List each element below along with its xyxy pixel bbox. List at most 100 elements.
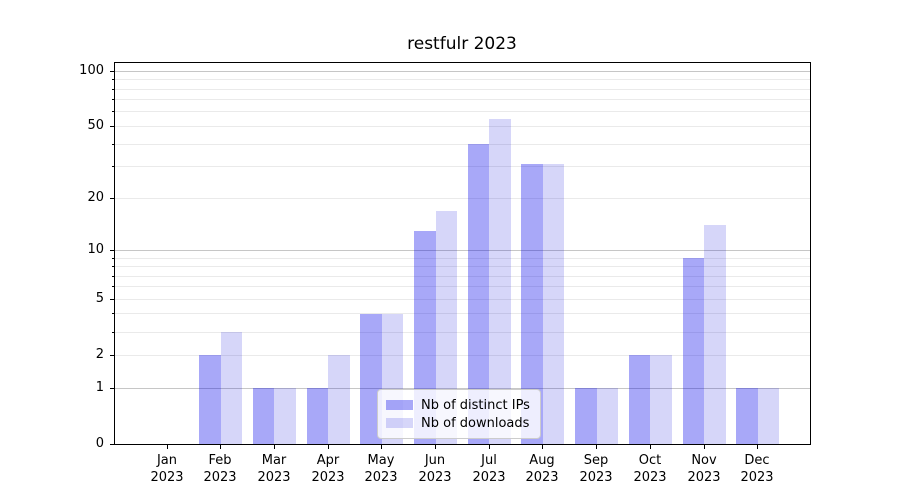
axis-spine-left [114, 62, 115, 445]
x-tick-mark [381, 445, 382, 449]
x-tick-label: Mar 2023 [257, 453, 291, 485]
y-minor-tick-mark [112, 166, 114, 167]
bar-downloads-nov [704, 225, 726, 444]
y-tick-label: 2 [95, 347, 104, 362]
gridline-major [115, 71, 810, 72]
bar-distinct-ips-dec [736, 388, 758, 444]
y-minor-tick-mark [112, 299, 114, 300]
bar-downloads-dec [757, 388, 780, 444]
gridline-minor [115, 89, 810, 90]
axis-spine-right [810, 62, 811, 445]
gridline-minor [115, 332, 810, 333]
x-tick-mark [757, 445, 758, 449]
gridline-minor [115, 126, 810, 127]
x-tick-mark [274, 445, 275, 449]
gridline-minor [115, 166, 810, 167]
bar-downloads-aug [542, 164, 565, 444]
x-tick-label: Jul 2023 [472, 453, 506, 485]
y-minor-tick-mark [112, 198, 114, 199]
y-minor-tick-mark [112, 79, 114, 80]
y-tick-mark [110, 71, 114, 72]
y-tick-label: 1 [95, 380, 104, 395]
legend-label-distinct-ips: Nb of distinct IPs [421, 397, 530, 413]
y-minor-tick-mark [112, 99, 114, 100]
legend-swatch-downloads [386, 418, 413, 428]
y-minor-tick-mark [112, 332, 114, 333]
y-tick-mark [110, 388, 114, 389]
x-tick-mark [489, 445, 490, 449]
gridline-minor [115, 111, 810, 112]
bar-distinct-ips-mar [252, 388, 275, 444]
y-tick-label: 100 [79, 63, 104, 78]
x-tick-label: Sep 2023 [579, 453, 613, 485]
axis-spine-top [114, 62, 810, 63]
gridline-minor [115, 355, 810, 356]
gridline-minor [115, 99, 810, 100]
x-tick-label: Apr 2023 [311, 453, 345, 485]
legend-item-distinct-ips: Nb of distinct IPs [386, 396, 530, 414]
bar-distinct-ips-sep [575, 388, 597, 444]
y-tick-label: 0 [95, 436, 104, 451]
y-tick-label: 5 [95, 291, 104, 306]
x-tick-label: Aug 2023 [525, 453, 559, 485]
chart-title: restfulr 2023 [407, 34, 517, 54]
bar-downloads-oct [650, 355, 672, 444]
y-minor-tick-mark [112, 258, 114, 259]
x-tick-mark [650, 445, 651, 449]
bar-downloads-jul [489, 118, 511, 444]
y-minor-tick-mark [112, 355, 114, 356]
x-tick-label: Oct 2023 [633, 453, 667, 485]
legend: Nb of distinct IPs Nb of downloads [377, 389, 541, 439]
bar-downloads-sep [596, 388, 619, 444]
y-minor-tick-mark [112, 111, 114, 112]
y-minor-tick-mark [112, 313, 114, 314]
bar-downloads-mar [274, 388, 296, 444]
gridline-minor [115, 299, 810, 300]
x-tick-mark [704, 445, 705, 449]
gridline-minor [115, 144, 810, 145]
bar-distinct-ips-aug [521, 164, 543, 444]
x-tick-mark [435, 445, 436, 449]
y-tick-mark [110, 250, 114, 251]
bar-distinct-ips-feb [199, 355, 221, 444]
gridline-minor [115, 276, 810, 277]
gridline-minor [115, 313, 810, 314]
bar-distinct-ips-nov [682, 258, 704, 444]
gridline-major [115, 388, 810, 389]
y-minor-tick-mark [112, 276, 114, 277]
y-minor-tick-mark [112, 286, 114, 287]
y-minor-tick-mark [112, 89, 114, 90]
x-tick-mark [542, 445, 543, 449]
legend-item-downloads: Nb of downloads [386, 414, 530, 432]
gridline-minor [115, 266, 810, 267]
bar-distinct-ips-apr [306, 388, 329, 444]
legend-label-downloads: Nb of downloads [421, 415, 530, 431]
axis-spine-bottom [114, 444, 810, 445]
legend-swatch-distinct-ips [386, 400, 413, 410]
x-tick-mark [596, 445, 597, 449]
x-tick-mark [220, 445, 221, 449]
gridline-minor [115, 286, 810, 287]
gridline-minor [115, 79, 810, 80]
y-tick-mark [110, 444, 114, 445]
y-tick-label: 50 [87, 118, 104, 133]
bar-downloads-jun [435, 210, 457, 444]
y-minor-tick-mark [112, 266, 114, 267]
plot-area: Nb of distinct IPs Nb of downloads 100 50… [79, 62, 811, 485]
bar-downloads-apr [328, 355, 350, 444]
x-tick-label: May 2023 [364, 453, 398, 485]
y-minor-tick-mark [112, 126, 114, 127]
x-tick-label: Feb 2023 [203, 453, 237, 485]
gridline-minor [115, 198, 810, 199]
x-tick-mark [328, 445, 329, 449]
y-tick-label: 10 [87, 242, 104, 257]
x-tick-mark [167, 445, 168, 449]
gridline-major [115, 250, 810, 251]
x-tick-label: Jun 2023 [418, 453, 452, 485]
y-tick-label: 20 [87, 190, 104, 205]
bar-downloads-feb [220, 332, 243, 444]
x-tick-label: Nov 2023 [687, 453, 721, 485]
y-minor-tick-mark [112, 144, 114, 145]
x-tick-label: Jan 2023 [150, 453, 184, 485]
